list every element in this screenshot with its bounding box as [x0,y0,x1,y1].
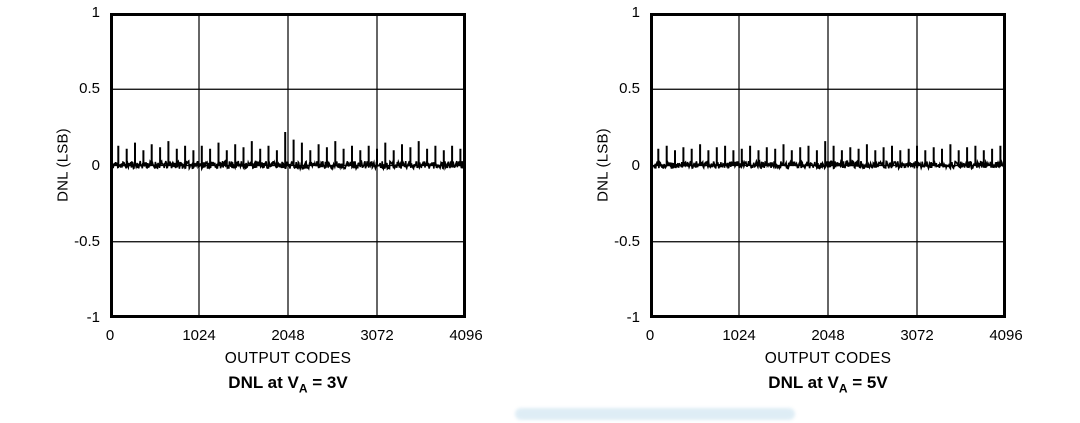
highlight-artifact [515,408,795,420]
x-tick-label: 4096 [449,327,483,344]
x-tick-label: 2048 [271,327,305,344]
y-tick-label: 1 [631,4,640,21]
plot-border [110,13,466,318]
dnl-noise-trace [649,158,1007,172]
x-tick-label: 0 [645,327,655,344]
y-tick-label: -1 [86,309,100,326]
x-tick-label: 1024 [722,327,756,344]
y-tick-label: 0.5 [619,80,640,98]
y-tick-label: 0 [631,156,640,174]
title-text-prefix: DNL at V [768,373,839,392]
y-tick-label: 0 [91,156,100,174]
plot-area [649,13,1007,318]
x-tick-label: 0 [105,327,115,344]
chart-title: DNL at VA = 5V [640,373,1016,395]
x-tick-label: 1024 [182,327,216,344]
x-tick-label: 3072 [900,327,934,344]
title-text-suffix: = 5V [847,373,888,392]
dnl-spikes [117,132,462,166]
y-tick-label: 1 [91,4,100,21]
y-tick-label: -0.5 [614,232,640,250]
y-tick-label: -0.5 [74,232,100,250]
x-tick-label: 3072 [360,327,394,344]
title-text-suffix: = 3V [307,373,348,392]
plot-area [109,13,466,318]
y-tick-label: -1 [626,309,640,326]
title-subscript: A [838,381,848,396]
title-subscript: A [298,381,308,396]
x-axis-label: OUTPUT CODES [764,350,892,367]
y-tick-label: 0.5 [79,80,100,98]
plot-frame [649,13,1007,318]
chart-title: DNL at VA = 3V [100,373,476,395]
x-tick-label: 2048 [811,327,845,344]
x-axis-label: OUTPUT CODES [224,350,352,367]
title-text-prefix: DNL at V [228,373,299,392]
dnl-spikes [657,141,1002,166]
plot-frame [109,13,466,318]
x-tick-label: 4096 [989,327,1023,344]
plot-border [650,13,1006,318]
